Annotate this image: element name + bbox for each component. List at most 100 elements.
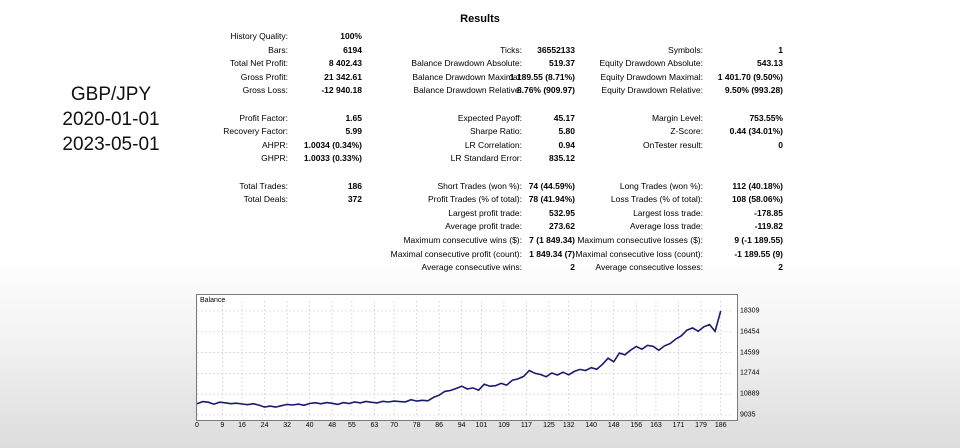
col1-label: History Quality: — [230, 31, 288, 41]
col2-value: 1 189.55 (8.71%) — [509, 71, 575, 82]
x-tick-label: 94 — [457, 422, 466, 429]
col2-value: 835.12 — [549, 153, 575, 164]
col1-value: 8 402.43 — [328, 58, 362, 69]
col2-label: Expected Payoff: — [457, 112, 522, 123]
col1-value: 372 — [347, 194, 362, 205]
col2-value: 532.95 — [549, 207, 575, 218]
col2-value: 74 (44.59%) — [528, 180, 575, 191]
x-tick-label: 86 — [435, 422, 444, 429]
col2-label: Ticks: — [500, 44, 522, 55]
x-tick-label: 186 — [714, 422, 727, 429]
col3-value: 112 (40.18%) — [732, 180, 783, 191]
col3-value: -178.85 — [754, 207, 783, 218]
col1-value: -12 940.18 — [321, 85, 362, 96]
y-tick-label: 12744 — [740, 369, 760, 377]
col1-value: 6194 — [343, 44, 362, 55]
chart-title: Balance — [200, 297, 226, 304]
x-tick-label: 55 — [347, 422, 356, 429]
x-tick-label: 148 — [607, 422, 620, 429]
col2-label: Balance Drawdown Relative: — [413, 85, 522, 96]
x-tick-label: 132 — [562, 422, 575, 429]
col3-label: Average consecutive losses: — [595, 262, 703, 273]
col2-value: 78 (41.94%) — [528, 194, 575, 205]
col1-value: 100% — [340, 31, 362, 41]
x-tick-label: 125 — [543, 422, 555, 429]
col2-value: 273.62 — [549, 221, 575, 232]
start-date: 2020-01-01 — [62, 109, 160, 130]
col1-label: GHPR: — [261, 153, 288, 164]
end-date: 2023-05-01 — [62, 134, 160, 155]
col1-label: Bars: — [268, 44, 288, 55]
col2-label: Sharpe Ratio: — [470, 126, 522, 137]
col3-label: Equity Drawdown Maximal: — [600, 71, 703, 82]
col1-label: Total Trades: — [239, 180, 288, 191]
col1-value: 1.0034 (0.34%) — [303, 139, 362, 150]
x-tick-label: 40 — [305, 422, 314, 429]
col3-label: Equity Drawdown Relative: — [601, 85, 703, 96]
y-tick-label: 9035 — [740, 411, 756, 419]
pair-date-label: GBP/JPY 2020-01-01 2023-05-01 — [18, 82, 204, 157]
y-tick-label: 10889 — [740, 390, 760, 398]
col3-value: 0 — [778, 139, 783, 150]
col1-value: 5.99 — [345, 126, 362, 137]
x-tick-label: 179 — [695, 422, 707, 429]
col2-label: Maximal consecutive profit (count): — [390, 248, 522, 259]
x-tick-label: 24 — [260, 422, 269, 429]
balance-chart: Balance — [196, 294, 738, 421]
col2-label: Average profit trade: — [445, 221, 522, 232]
col1-value: 186 — [347, 180, 362, 191]
col3-value: 753.55% — [749, 112, 783, 123]
col2-label: Average consecutive wins: — [421, 262, 522, 273]
col2-value: 7 (1 849.34) — [529, 235, 575, 245]
col1-label: Total Deals: — [243, 194, 288, 205]
x-tick-label: 70 — [390, 422, 398, 429]
col3-value: 2 — [778, 262, 783, 273]
col3-label: Largest loss trade: — [633, 207, 703, 218]
col2-label: Largest profit trade: — [448, 207, 522, 218]
x-tick-label: 63 — [370, 422, 379, 429]
col3-label: Margin Level: — [651, 112, 703, 123]
col1-label: Total Net Profit: — [229, 58, 288, 69]
col2-label: Profit Trades (% of total): — [427, 194, 522, 205]
col3-label: Maximum consecutive losses ($): — [577, 235, 703, 245]
x-tick-label: 101 — [475, 422, 488, 429]
col3-value: 0.44 (34.01%) — [729, 126, 783, 137]
col2-value: 5.80 — [558, 126, 575, 137]
col2-label: Maximum consecutive wins ($): — [403, 235, 522, 245]
col1-value: 21 342.61 — [324, 71, 362, 82]
col3-value: 1 — [778, 44, 783, 55]
col2-value: 45.17 — [553, 112, 575, 123]
col2-label: Balance Drawdown Absolute: — [411, 58, 522, 69]
col3-value: 108 (58.06%) — [731, 194, 783, 205]
col3-label: Z-Score: — [670, 126, 703, 137]
col2-value: 36552133 — [537, 44, 575, 55]
x-tick-label: 156 — [630, 422, 643, 429]
col3-label: Average loss trade: — [629, 221, 703, 232]
col2-label: LR Standard Error: — [450, 153, 522, 164]
col3-label: Long Trades (won %): — [619, 180, 703, 191]
y-tick-label: 18309 — [740, 307, 760, 315]
col2-value: 519.37 — [549, 58, 575, 69]
col1-value: 1.0033 (0.33%) — [303, 153, 362, 164]
col1-value: 1.65 — [345, 112, 362, 123]
col3-label: Equity Drawdown Absolute: — [599, 58, 703, 69]
balance-chart-svg — [197, 301, 732, 416]
col2-value: 1 849.34 (7) — [529, 248, 575, 259]
col3-label: Symbols: — [668, 44, 703, 55]
col3-value: 9.50% (993.28) — [724, 85, 783, 96]
col3-label: OnTester result: — [643, 139, 703, 150]
x-tick-label: 0 — [195, 422, 199, 429]
col2-value: 0.94 — [558, 139, 575, 150]
col2-value: 2 — [570, 262, 575, 273]
results-title: Results — [460, 13, 500, 25]
col3-label: Loss Trades (% of total): — [610, 194, 703, 205]
balance-line — [197, 310, 722, 408]
x-tick-label: 9 — [220, 422, 225, 429]
x-tick-label: 48 — [328, 422, 337, 429]
y-tick-label: 14599 — [740, 349, 760, 357]
col3-value: 1 401.70 (9.50%) — [717, 71, 783, 82]
col1-label: Profit Factor: — [239, 112, 288, 123]
col2-label: Short Trades (won %): — [437, 180, 522, 191]
col2-value: 8.76% (909.97) — [516, 85, 575, 96]
x-tick-label: 32 — [283, 422, 291, 429]
